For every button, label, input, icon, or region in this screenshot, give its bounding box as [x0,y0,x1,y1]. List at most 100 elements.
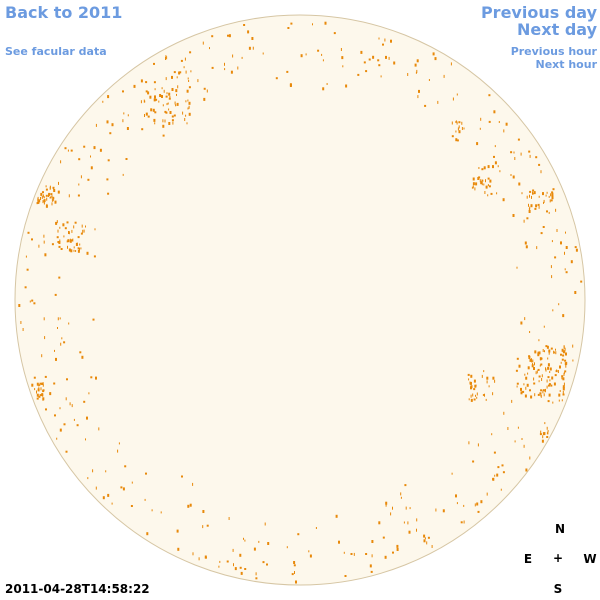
facula [409,507,411,510]
facula [326,83,328,85]
facula [502,198,505,202]
facula [476,392,478,396]
facula [531,360,533,363]
facula [564,362,567,366]
facula [528,203,529,207]
facula [315,527,317,529]
facular-link[interactable]: See facular data [5,45,107,58]
facula [345,84,348,88]
facula [26,268,29,271]
facula [168,108,170,111]
facula [384,555,387,559]
facula [463,127,465,130]
facula [40,197,41,200]
facula [106,120,109,124]
facula [551,240,553,243]
facula [493,451,496,454]
facula [528,150,531,153]
facula [382,43,384,46]
facula [548,351,550,355]
facula [392,506,393,510]
facula [483,183,485,186]
back-link[interactable]: Back to 2011 [5,3,123,22]
facula [560,361,562,364]
facula [258,540,260,543]
facula [71,404,73,408]
facula [475,384,477,387]
facula [525,245,528,249]
facula [435,508,437,512]
facula [141,128,144,131]
facula [472,185,474,189]
prev-day-link[interactable]: Previous day [480,3,597,22]
facula [68,322,70,325]
facula [165,55,167,58]
facula [424,537,426,540]
facula [357,73,360,76]
facula [77,194,80,197]
facula [483,166,486,170]
facula [544,350,545,353]
facula [224,62,225,66]
facula [527,366,530,370]
facula [492,165,494,169]
facula [552,188,555,191]
facula [526,217,529,220]
facula [553,350,555,354]
facula [166,103,168,106]
facula [551,376,554,380]
facula [494,145,496,148]
prev-hour-link[interactable]: Previous hour [510,45,597,58]
facula [512,175,515,179]
facula [560,241,562,245]
next-day-link[interactable]: Next day [517,20,597,39]
facula [511,399,513,403]
facula [189,51,192,54]
facula [81,224,83,228]
facula [529,389,531,392]
facula [51,202,53,206]
facula [396,548,399,551]
facula [493,155,495,158]
facula [55,357,57,361]
facula [291,573,294,576]
facula [95,123,97,127]
facula [126,127,129,130]
facula [378,521,381,525]
facula [517,426,519,429]
facula [68,194,70,198]
facula [324,21,327,25]
facula [171,88,174,91]
facula [490,192,493,195]
facula [74,221,77,224]
facula [498,121,500,123]
facula [34,388,36,391]
facula [531,364,534,368]
facula [203,87,206,90]
facula [79,243,81,246]
facula [561,399,563,402]
facula [558,303,560,306]
facula [52,186,55,189]
facula [493,110,496,114]
facula [494,161,497,165]
facula [536,246,538,250]
facula [162,104,164,107]
next-hour-link[interactable]: Next hour [535,58,598,71]
facula [486,492,488,496]
facula [442,509,445,513]
facula [563,345,565,349]
facula [507,427,509,430]
facula [218,565,220,568]
facula [64,227,67,230]
facula [127,114,129,117]
facula [122,173,124,176]
facula [456,121,458,125]
facula [39,384,41,386]
facula [537,203,540,206]
facula [477,443,479,447]
facula [455,130,457,133]
facula [179,71,182,74]
facula [525,386,527,390]
facula [153,98,156,102]
